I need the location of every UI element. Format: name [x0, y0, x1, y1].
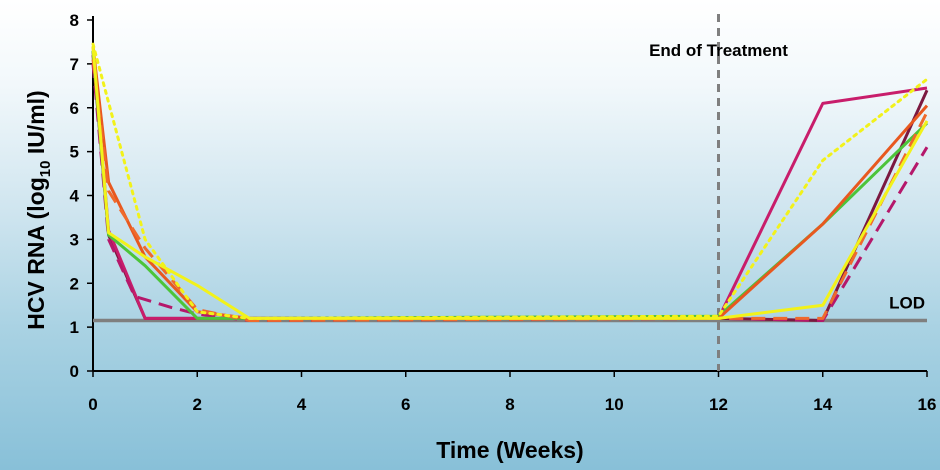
y-tick-label: 1 [70, 318, 79, 337]
axes [87, 16, 928, 377]
y-axis-title-suffix: IU/ml) [23, 90, 49, 160]
series-line-5 [91, 46, 929, 320]
y-axis-title-prefix: HCV RNA (log [23, 177, 49, 329]
series-line-1 [91, 54, 929, 322]
x-tick-label: 14 [813, 395, 832, 414]
y-tick-label: 0 [70, 362, 79, 381]
y-tick-label: 5 [70, 143, 79, 162]
series-line-8 [91, 42, 929, 320]
y-axis-title: HCV RNA (log10 IU/ml) [23, 90, 54, 329]
x-tick-label: 8 [505, 395, 514, 414]
y-tick-label: 6 [70, 99, 79, 118]
series-line-6 [91, 59, 929, 322]
series-layer [91, 42, 929, 322]
y-axis-title-subscript: 10 [37, 161, 54, 178]
x-tick-label: 12 [709, 395, 728, 414]
y-tick-label: 2 [70, 274, 79, 293]
x-tick-label: 2 [193, 395, 202, 414]
x-tick-label: 10 [605, 395, 624, 414]
x-tick-label: 0 [88, 395, 97, 414]
lod-label: LOD [889, 294, 925, 313]
y-tick-label: 7 [70, 55, 79, 74]
series-line-4 [91, 50, 929, 320]
end-of-treatment-label: End of Treatment [649, 41, 788, 60]
x-tick-label: 6 [401, 395, 410, 414]
x-tick-label: 16 [918, 395, 937, 414]
series-line-2 [91, 50, 928, 320]
series-line-7 [91, 46, 929, 320]
x-axis-title: Time (Weeks) [436, 437, 583, 463]
x-tick-label: 4 [297, 395, 307, 414]
y-tick-label: 4 [70, 187, 80, 206]
y-tick-label: 8 [70, 11, 79, 30]
y-tick-label: 3 [70, 230, 79, 249]
